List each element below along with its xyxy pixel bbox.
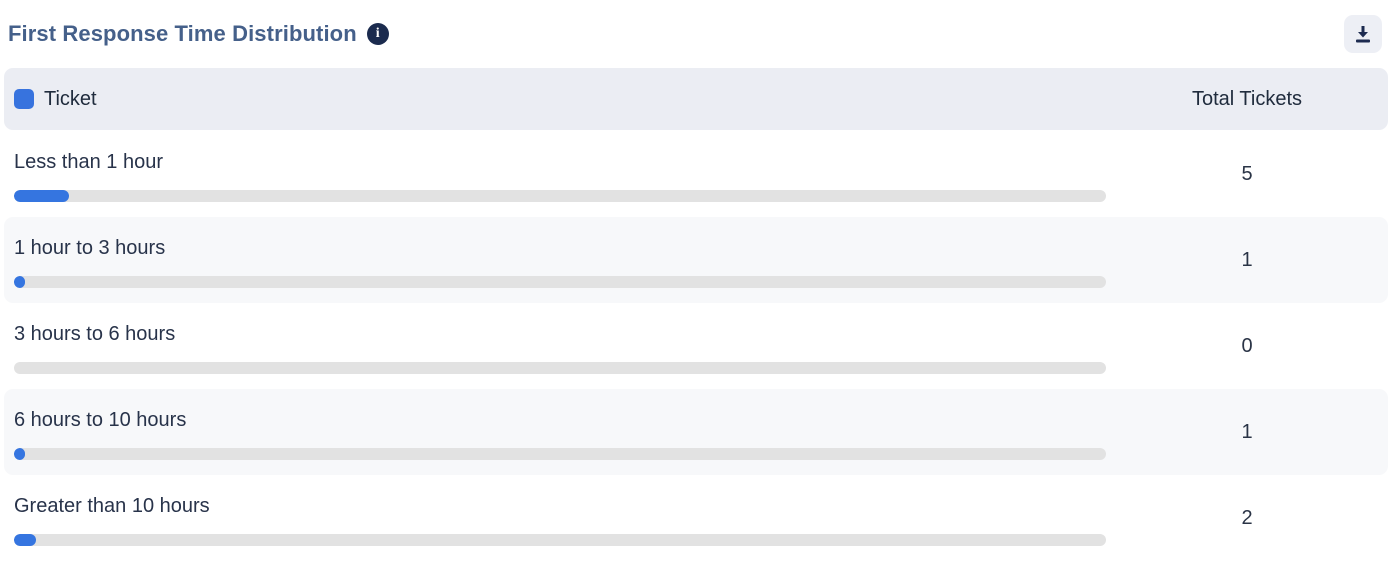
bar-track [14,448,1106,460]
column-header-total-tickets: Total Tickets [1191,87,1303,110]
download-icon [1353,24,1373,44]
row-label: 1 hour to 3 hours [14,237,166,259]
row-total-value: 2 [1241,506,1253,529]
bar-track [14,362,1106,374]
bar-fill [14,534,36,546]
bar-fill [14,190,69,202]
table-row: 3 hours to 6 hours 0 [4,303,1388,389]
table-row: Less than 1 hour 5 [4,131,1388,217]
table-body: Less than 1 hour 5 1 hour to 3 hours 1 3… [0,131,1392,561]
title-group: First Response Time Distribution i [8,21,389,47]
table-header-row: Ticket Total Tickets [4,68,1388,130]
table-row: 6 hours to 10 hours 1 [4,389,1388,475]
row-label: Less than 1 hour [14,151,163,173]
table-row: Greater than 10 hours 2 [4,475,1388,561]
table-row: 1 hour to 3 hours 1 [4,217,1388,303]
legend-swatch-icon [14,89,34,109]
page-title: First Response Time Distribution [8,21,357,46]
row-label: 6 hours to 10 hours [14,409,187,431]
bar-track [14,534,1106,546]
row-total-value: 1 [1241,248,1253,271]
legend-item-ticket[interactable]: Ticket [14,88,1106,111]
bar-fill [14,276,25,288]
row-label: Greater than 10 hours [14,495,210,517]
bar-track [14,276,1106,288]
bar-fill [14,448,25,460]
column-header-ticket: Ticket [44,87,97,110]
row-label: 3 hours to 6 hours [14,323,176,345]
download-button[interactable] [1344,15,1382,53]
widget-title-bar: First Response Time Distribution i [0,0,1392,56]
row-total-value: 5 [1241,162,1253,185]
row-total-value: 1 [1241,420,1253,443]
info-icon[interactable]: i [366,23,389,45]
row-total-value: 0 [1241,334,1253,357]
bar-track [14,190,1106,202]
